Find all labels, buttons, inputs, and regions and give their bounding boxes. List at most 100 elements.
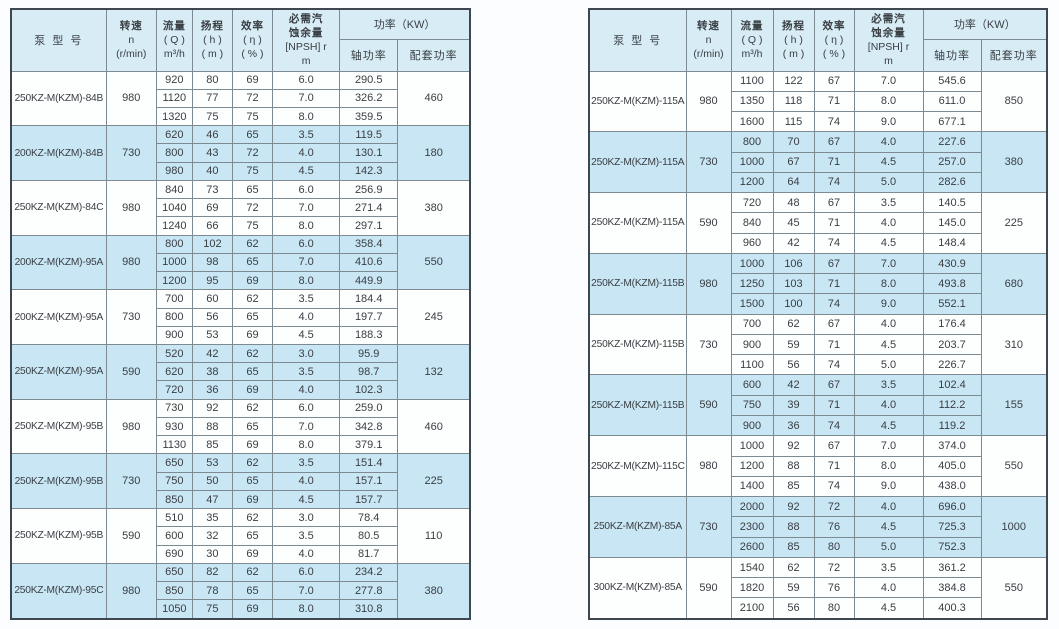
flow-cell: 1040	[155, 198, 193, 218]
npsh-cell: 3.5	[853, 374, 924, 396]
table-row: 1130 85 69 8.0 379.1	[11, 435, 470, 455]
head-cell: 59	[772, 577, 815, 599]
table-row: 250KZ-M(KZM)-95B 980 730 92 62 6.0 259.0 460	[10, 398, 471, 455]
header-npsh-line: 蚀余量	[871, 27, 906, 40]
table-row: 250KZ-M(KZM)-84C 980 840 73 65 6.0 256.9 380	[10, 179, 471, 236]
table-row: 2600 85 80 5.0 752.3	[589, 536, 1047, 558]
head-cell: 42	[772, 232, 815, 254]
shaft-power-cell: 142.3	[339, 161, 399, 181]
header-npsh: 必需汽 蚀余量 [NPSH] r m	[272, 8, 341, 72]
head-cell: 53	[191, 325, 233, 346]
shaft-power-cell: 545.6	[922, 70, 982, 92]
shaft-power-cell: 410.6	[339, 252, 399, 273]
efficiency-cell: 65	[231, 416, 274, 437]
model-cell: 250KZ-M(KZM)-95C	[10, 562, 107, 620]
header-flow: 流量 ( Q ) m³/h	[155, 8, 193, 72]
efficiency-cell: 67	[813, 192, 855, 214]
head-cell: 42	[191, 344, 233, 364]
npsh-cell: 3.5	[272, 362, 341, 382]
header-npsh-line: 必需汽	[871, 12, 906, 25]
shaft-power-cell: 358.4	[339, 234, 399, 254]
npsh-cell: 3.5	[272, 453, 341, 473]
head-cell: 50	[191, 471, 233, 491]
table-row: 690 30 69 4.0 81.7	[11, 544, 470, 564]
speed-cell: 980	[105, 234, 157, 291]
table-row: 250KZ-M(KZM)-115A 590 720 48 67 3.5 140.5 225	[588, 192, 1048, 254]
npsh-cell: 4.0	[272, 307, 341, 327]
head-cell: 100	[772, 293, 815, 315]
flow-cell: 2300	[730, 516, 774, 538]
head-cell: 56	[772, 597, 815, 620]
npsh-cell: 8.0	[272, 599, 341, 620]
flow-cell: 1250	[730, 273, 774, 295]
flow-cell: 1540	[730, 556, 774, 579]
efficiency-cell: 65	[231, 581, 274, 601]
efficiency-cell: 75	[231, 106, 274, 127]
flow-cell: 700	[155, 289, 193, 309]
header-flow-line: 流量	[162, 19, 186, 32]
speed-cell: 730	[105, 289, 157, 346]
table-row: 200KZ-M(KZM)-84B 730 620 46 65 3.5 119.5 180	[10, 125, 471, 181]
shaft-power-cell: 297.1	[339, 216, 399, 236]
npsh-cell: 4.0	[272, 544, 341, 564]
header-matching-power: 配套功率	[980, 38, 1048, 72]
shaft-power-cell: 677.1	[922, 111, 982, 133]
head-cell: 85	[772, 475, 815, 498]
npsh-cell: 4.5	[853, 333, 924, 356]
table-row: 250KZ-M(KZM)-95C 980 650 82 62 6.0 234.2 380	[10, 562, 471, 620]
head-cell: 38	[191, 362, 233, 382]
table-row: 1100 56 74 5.0 226.7	[589, 354, 1047, 376]
model-cell: 250KZ-M(KZM)-95B	[10, 453, 107, 510]
efficiency-cell: 72	[813, 496, 855, 518]
shaft-power-cell: 725.3	[922, 516, 982, 538]
matching-power-cell: 550	[980, 556, 1048, 620]
matching-power-cell: 225	[397, 453, 471, 510]
header-head-line: ( m )	[782, 48, 805, 61]
npsh-cell: 4.5	[272, 325, 341, 346]
header-speed: 转速 n (r/min)	[105, 8, 157, 72]
npsh-cell: 4.5	[853, 232, 924, 254]
header-flow-line: ( Q )	[163, 34, 185, 47]
table-body: 250KZ-M(KZM)-84B 980 920 80 69 6.0 290.5 460 112…	[10, 70, 471, 620]
efficiency-cell: 69	[231, 435, 274, 455]
model-cell: 300KZ-M(KZM)-85A	[588, 556, 687, 620]
head-cell: 85	[772, 536, 815, 558]
header-speed-line: n	[128, 34, 135, 47]
speed-cell: 730	[105, 453, 157, 510]
header-npsh-line: [NPSH] r	[867, 41, 910, 54]
efficiency-cell: 67	[813, 131, 855, 153]
efficiency-cell: 62	[231, 289, 274, 309]
efficiency-cell: 74	[813, 415, 855, 437]
head-cell: 66	[191, 216, 233, 236]
speed-cell: 590	[105, 344, 157, 400]
flow-cell: 1820	[730, 577, 774, 599]
efficiency-cell: 74	[813, 232, 855, 254]
npsh-cell: 4.5	[853, 516, 924, 538]
efficiency-cell: 72	[813, 556, 855, 579]
table-row: 1000 67 71 4.5 257.0	[589, 151, 1047, 173]
flow-cell: 980	[155, 161, 193, 181]
head-cell: 40	[191, 161, 233, 181]
matching-power-cell: 550	[980, 435, 1048, 498]
efficiency-cell: 69	[231, 271, 274, 291]
flow-cell: 2000	[730, 496, 774, 518]
table-row: 300KZ-M(KZM)-85A 590 1540 62 72 3.5 361.2 550	[588, 556, 1048, 620]
speed-cell: 590	[685, 374, 732, 437]
matching-power-cell: 380	[980, 131, 1048, 194]
npsh-cell: 7.0	[272, 198, 341, 218]
header-head-line: 扬程	[200, 19, 224, 32]
flow-cell: 1130	[155, 435, 193, 455]
header-flow-line: 流量	[740, 19, 764, 32]
table-row: 250KZ-M(KZM)-115A 980 1100 122 67 7.0 545.6 850	[588, 70, 1048, 133]
shaft-power-cell: 145.0	[922, 212, 982, 234]
matching-power-cell: 380	[397, 562, 471, 620]
matching-power-cell: 310	[980, 313, 1048, 376]
npsh-cell: 5.0	[853, 536, 924, 558]
table-row: 2100 56 80 4.5 400.3	[589, 597, 1047, 620]
npsh-cell: 7.0	[272, 252, 341, 273]
header-eff-line: 效率	[240, 19, 264, 32]
shaft-power-cell: 157.7	[339, 489, 399, 510]
flow-cell: 520	[155, 344, 193, 364]
head-cell: 75	[191, 599, 233, 620]
npsh-cell: 4.0	[853, 131, 924, 153]
